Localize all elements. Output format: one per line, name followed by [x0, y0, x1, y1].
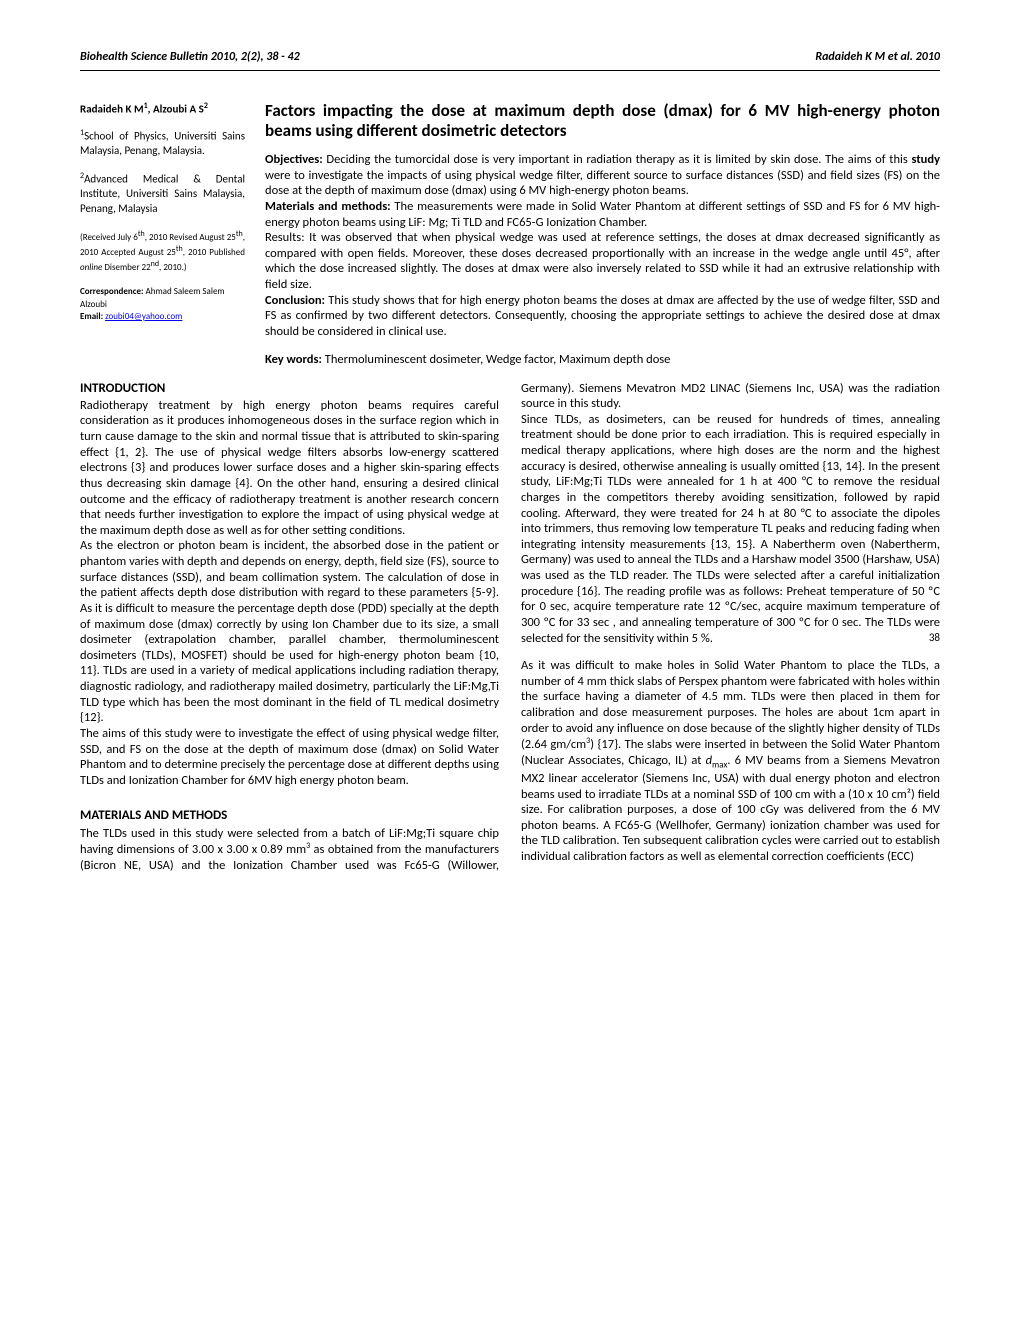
body-columns: INTRODUCTION Radiotherapy treatment by h…: [80, 381, 940, 874]
materials-head: MATERIALS AND METHODS: [80, 808, 499, 824]
journal-ref: Biohealth Science Bulletin 2010, 2(2), 3…: [80, 50, 300, 64]
running-header: Biohealth Science Bulletin 2010, 2(2), 3…: [80, 50, 940, 71]
keywords: Key words: Thermoluminescent dosimeter, …: [265, 352, 940, 367]
intro-p3: The aims of this study were to investiga…: [80, 726, 499, 789]
affiliation-2: 2Advanced Medical & Dental Institute, Un…: [80, 171, 245, 217]
author-list: Radaideh K M1, Alzoubi A S2: [80, 101, 245, 118]
mm-p2: Since TLDs, as dosimeters, can be reused…: [521, 412, 940, 646]
email-link[interactable]: zoubi04@yahoo.com: [105, 311, 182, 322]
article-title: Factors impacting the dose at maximum de…: [265, 101, 940, 140]
running-author: Radaideh K M et al. 2010: [815, 50, 940, 64]
abstract-block: Objectives: Deciding the tumorcidal dose…: [265, 152, 940, 340]
correspondence: Correspondence: Ahmad Saleem Salem Alzou…: [80, 286, 245, 322]
affiliation-1: 1School of Physics, Universiti Sains Mal…: [80, 128, 245, 159]
intro-p2: As the electron or photon beam is incide…: [80, 538, 499, 726]
dates-block: (Received July 6th, 2010 Revised August …: [80, 229, 245, 274]
sidebar-meta: Radaideh K M1, Alzoubi A S2 1School of P…: [80, 101, 245, 367]
introduction-head: INTRODUCTION: [80, 381, 499, 397]
top-section: Radaideh K M1, Alzoubi A S2 1School of P…: [80, 101, 940, 367]
intro-p1: Radiotherapy treatment by high energy ph…: [80, 398, 499, 539]
page-number: 38: [929, 631, 940, 645]
mm-p3: As it was difficult to make holes in Sol…: [521, 658, 940, 864]
abstract-column: Factors impacting the dose at maximum de…: [265, 101, 940, 367]
